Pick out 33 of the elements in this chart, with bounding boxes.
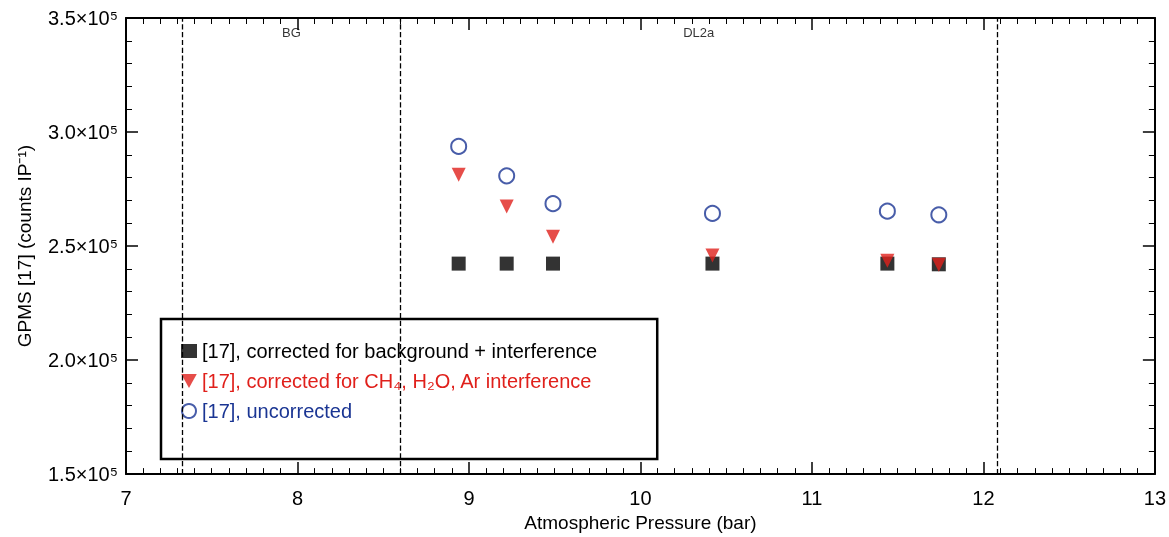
point — [450, 137, 468, 155]
point — [544, 195, 562, 213]
legend-label: [17], corrected for CH₄, H₂O, Ar interference — [202, 370, 592, 392]
legend-label: [17], uncorrected — [202, 400, 353, 422]
point — [705, 248, 720, 263]
x-tick-label: 7 — [120, 487, 132, 510]
point — [705, 256, 720, 271]
x-tick-label: 10 — [629, 487, 652, 510]
y-tick-label: 2.5×10⁵ — [47, 235, 118, 258]
y-tick-label: 1.5×10⁵ — [47, 463, 118, 486]
y-tick-label: 3.5×10⁵ — [47, 7, 118, 29]
x-tick-label: 8 — [291, 487, 304, 510]
point — [451, 167, 466, 182]
annotation: DL2a — [683, 25, 716, 40]
point — [545, 256, 560, 271]
point — [878, 202, 896, 220]
y-tick-label: 2.0×10⁵ — [47, 349, 118, 372]
x-tick-label: 11 — [801, 487, 823, 510]
point — [499, 256, 514, 271]
x-tick-label: 12 — [972, 487, 995, 510]
point — [451, 256, 466, 271]
point — [703, 204, 721, 222]
annotation: BG — [282, 25, 301, 40]
x-axis-title: Atmospheric Pressure (bar) — [524, 512, 757, 533]
x-tick-label: 9 — [463, 487, 475, 510]
point — [545, 229, 560, 244]
point — [499, 199, 514, 214]
point — [930, 206, 948, 224]
point — [498, 167, 516, 185]
x-tick-label: 13 — [1143, 487, 1166, 510]
y-axis-title: GPMS [17] (counts IP⁻¹) — [14, 144, 35, 348]
y-tick-label: 3.0×10⁵ — [47, 121, 118, 144]
legend-label: [17], corrected for background + interference — [202, 340, 598, 362]
